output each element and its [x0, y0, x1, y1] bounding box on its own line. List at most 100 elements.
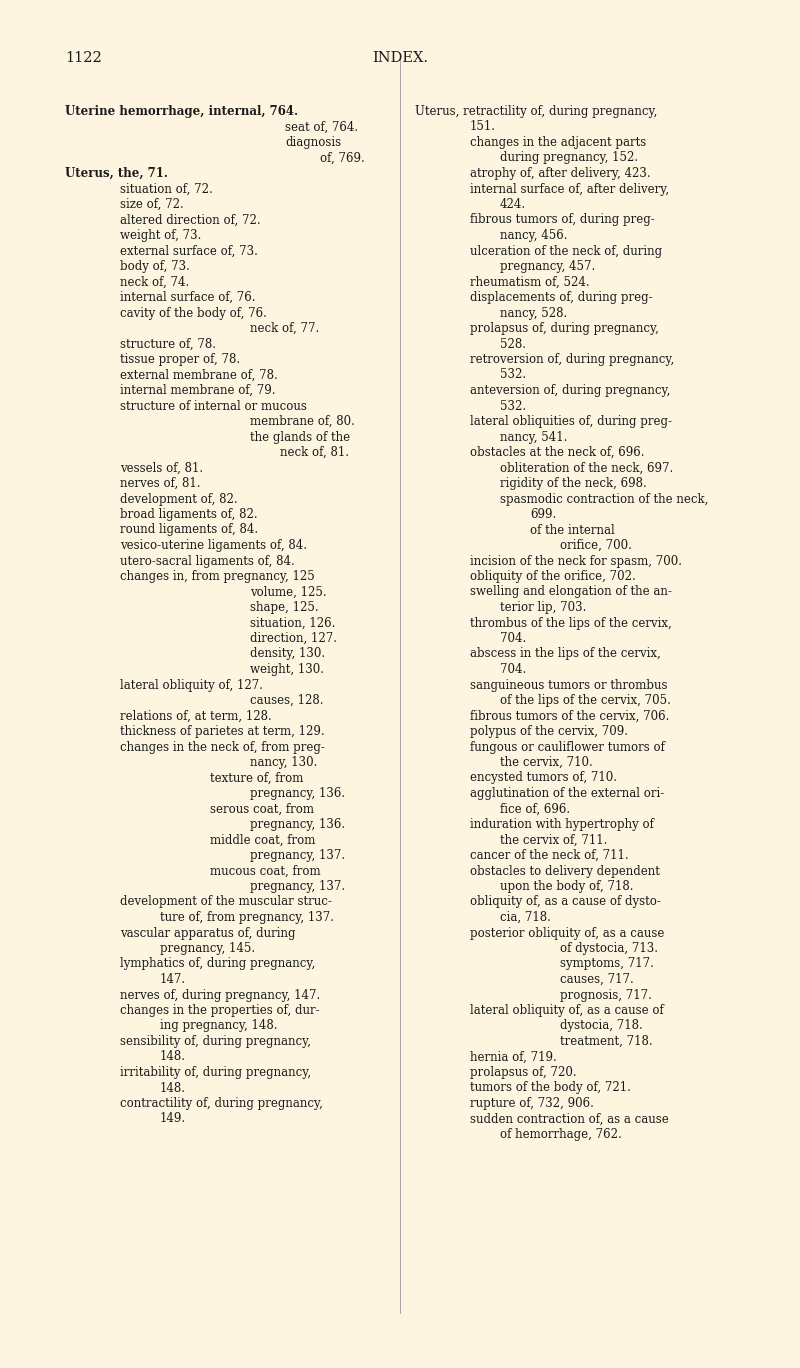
- Text: direction, 127.: direction, 127.: [250, 632, 337, 644]
- Text: polypus of the cervix, 709.: polypus of the cervix, 709.: [470, 725, 628, 737]
- Text: structure of internal or mucous: structure of internal or mucous: [120, 399, 307, 413]
- Text: 532.: 532.: [500, 368, 526, 382]
- Text: 528.: 528.: [500, 338, 526, 350]
- Text: encysted tumors of, 710.: encysted tumors of, 710.: [470, 772, 617, 784]
- Text: terior lip, 703.: terior lip, 703.: [500, 601, 586, 614]
- Text: obliquity of, as a cause of dysto-: obliquity of, as a cause of dysto-: [470, 896, 661, 908]
- Text: causes, 128.: causes, 128.: [250, 694, 323, 707]
- Text: tumors of the body of, 721.: tumors of the body of, 721.: [470, 1082, 631, 1094]
- Text: of the internal: of the internal: [530, 524, 614, 536]
- Text: atrophy of, after delivery, 423.: atrophy of, after delivery, 423.: [470, 167, 650, 181]
- Text: ing pregnancy, 148.: ing pregnancy, 148.: [160, 1019, 278, 1033]
- Text: the cervix of, 711.: the cervix of, 711.: [500, 833, 607, 847]
- Text: of hemorrhage, 762.: of hemorrhage, 762.: [500, 1129, 622, 1141]
- Text: utero-sacral ligaments of, 84.: utero-sacral ligaments of, 84.: [120, 554, 294, 568]
- Text: rigidity of the neck, 698.: rigidity of the neck, 698.: [500, 477, 646, 490]
- Text: retroversion of, during pregnancy,: retroversion of, during pregnancy,: [470, 353, 674, 367]
- Text: displacements of, during preg-: displacements of, during preg-: [470, 291, 653, 304]
- Text: anteversion of, during pregnancy,: anteversion of, during pregnancy,: [470, 384, 670, 397]
- Text: development of, 82.: development of, 82.: [120, 492, 238, 506]
- Text: volume, 125.: volume, 125.: [250, 586, 326, 599]
- Text: posterior obliquity of, as a cause: posterior obliquity of, as a cause: [470, 926, 664, 940]
- Text: middle coat, from: middle coat, from: [210, 833, 315, 847]
- Text: weight, 130.: weight, 130.: [250, 663, 324, 676]
- Text: incision of the neck for spasm, 700.: incision of the neck for spasm, 700.: [470, 554, 682, 568]
- Text: vessels of, 81.: vessels of, 81.: [120, 461, 203, 475]
- Text: situation, 126.: situation, 126.: [250, 617, 335, 629]
- Text: fungous or cauliflower tumors of: fungous or cauliflower tumors of: [470, 740, 665, 754]
- Text: of, 769.: of, 769.: [320, 152, 365, 164]
- Text: during pregnancy, 152.: during pregnancy, 152.: [500, 152, 638, 164]
- Text: 1122: 1122: [65, 51, 102, 66]
- Text: cavity of the body of, 76.: cavity of the body of, 76.: [120, 306, 267, 320]
- Text: diagnosis: diagnosis: [285, 135, 341, 149]
- Text: prolapsus of, 720.: prolapsus of, 720.: [470, 1066, 577, 1079]
- Text: body of, 73.: body of, 73.: [120, 260, 190, 274]
- Text: the glands of the: the glands of the: [250, 431, 350, 443]
- Text: orifice, 700.: orifice, 700.: [560, 539, 632, 553]
- Text: the cervix, 710.: the cervix, 710.: [500, 757, 593, 769]
- Text: upon the body of, 718.: upon the body of, 718.: [500, 880, 634, 893]
- Text: nancy, 528.: nancy, 528.: [500, 306, 567, 320]
- Text: altered direction of, 72.: altered direction of, 72.: [120, 213, 261, 227]
- Text: 704.: 704.: [500, 663, 526, 676]
- Text: internal surface of, after delivery,: internal surface of, after delivery,: [470, 182, 669, 196]
- Text: development of the muscular struc-: development of the muscular struc-: [120, 896, 332, 908]
- Text: external surface of, 73.: external surface of, 73.: [120, 245, 258, 257]
- Text: fibrous tumors of the cervix, 706.: fibrous tumors of the cervix, 706.: [470, 710, 670, 722]
- Text: nerves of, during pregnancy, 147.: nerves of, during pregnancy, 147.: [120, 989, 320, 1001]
- Text: prognosis, 717.: prognosis, 717.: [560, 989, 652, 1001]
- Text: texture of, from: texture of, from: [210, 772, 303, 784]
- Text: thickness of parietes at term, 129.: thickness of parietes at term, 129.: [120, 725, 325, 737]
- Text: pregnancy, 137.: pregnancy, 137.: [250, 880, 345, 893]
- Text: structure of, 78.: structure of, 78.: [120, 338, 216, 350]
- Text: sudden contraction of, as a cause: sudden contraction of, as a cause: [470, 1112, 669, 1126]
- Text: 699.: 699.: [530, 508, 556, 521]
- Text: round ligaments of, 84.: round ligaments of, 84.: [120, 524, 258, 536]
- Text: pregnancy, 457.: pregnancy, 457.: [500, 260, 595, 274]
- Text: internal membrane of, 79.: internal membrane of, 79.: [120, 384, 275, 397]
- Text: Uterus, the, 71.: Uterus, the, 71.: [65, 167, 168, 181]
- Text: 532.: 532.: [500, 399, 526, 413]
- Text: sanguineous tumors or thrombus: sanguineous tumors or thrombus: [470, 679, 667, 691]
- Text: changes in, from pregnancy, 125: changes in, from pregnancy, 125: [120, 570, 314, 583]
- Text: 149.: 149.: [160, 1112, 186, 1126]
- Text: Uterine hemorrhage, internal, 764.: Uterine hemorrhage, internal, 764.: [65, 105, 298, 118]
- Text: density, 130.: density, 130.: [250, 647, 325, 661]
- Text: tissue proper of, 78.: tissue proper of, 78.: [120, 353, 240, 367]
- Text: swelling and elongation of the an-: swelling and elongation of the an-: [470, 586, 672, 599]
- Text: shape, 125.: shape, 125.: [250, 601, 318, 614]
- Text: 151.: 151.: [470, 120, 496, 134]
- Text: spasmodic contraction of the neck,: spasmodic contraction of the neck,: [500, 492, 708, 506]
- Text: obliquity of the orifice, 702.: obliquity of the orifice, 702.: [470, 570, 636, 583]
- Text: obstacles to delivery dependent: obstacles to delivery dependent: [470, 865, 660, 877]
- Text: rheumatism of, 524.: rheumatism of, 524.: [470, 275, 590, 289]
- Text: 147.: 147.: [160, 973, 186, 986]
- Text: nancy, 541.: nancy, 541.: [500, 431, 567, 443]
- Text: treatment, 718.: treatment, 718.: [560, 1036, 653, 1048]
- Text: 148.: 148.: [160, 1082, 186, 1094]
- Text: neck of, 74.: neck of, 74.: [120, 275, 190, 289]
- Text: membrane of, 80.: membrane of, 80.: [250, 415, 355, 428]
- Text: of the lips of the cervix, 705.: of the lips of the cervix, 705.: [500, 694, 671, 707]
- Text: sensibility of, during pregnancy,: sensibility of, during pregnancy,: [120, 1036, 311, 1048]
- Text: ture of, from pregnancy, 137.: ture of, from pregnancy, 137.: [160, 911, 334, 923]
- Text: relations of, at term, 128.: relations of, at term, 128.: [120, 710, 272, 722]
- Text: cia, 718.: cia, 718.: [500, 911, 551, 923]
- Text: serous coat, from: serous coat, from: [210, 803, 314, 815]
- Text: rupture of, 732, 906.: rupture of, 732, 906.: [470, 1097, 594, 1109]
- Text: induration with hypertrophy of: induration with hypertrophy of: [470, 818, 654, 830]
- Text: vascular apparatus of, during: vascular apparatus of, during: [120, 926, 295, 940]
- Text: contractility of, during pregnancy,: contractility of, during pregnancy,: [120, 1097, 323, 1109]
- Text: nerves of, 81.: nerves of, 81.: [120, 477, 201, 490]
- Text: of dystocia, 713.: of dystocia, 713.: [560, 943, 658, 955]
- Text: lymphatics of, during pregnancy,: lymphatics of, during pregnancy,: [120, 958, 315, 970]
- Text: obliteration of the neck, 697.: obliteration of the neck, 697.: [500, 461, 674, 475]
- Text: pregnancy, 136.: pregnancy, 136.: [250, 818, 345, 830]
- Text: mucous coat, from: mucous coat, from: [210, 865, 321, 877]
- Text: 148.: 148.: [160, 1051, 186, 1063]
- Text: neck of, 81.: neck of, 81.: [280, 446, 349, 460]
- Text: neck of, 77.: neck of, 77.: [250, 321, 319, 335]
- Text: pregnancy, 137.: pregnancy, 137.: [250, 850, 345, 862]
- Text: fice of, 696.: fice of, 696.: [500, 803, 570, 815]
